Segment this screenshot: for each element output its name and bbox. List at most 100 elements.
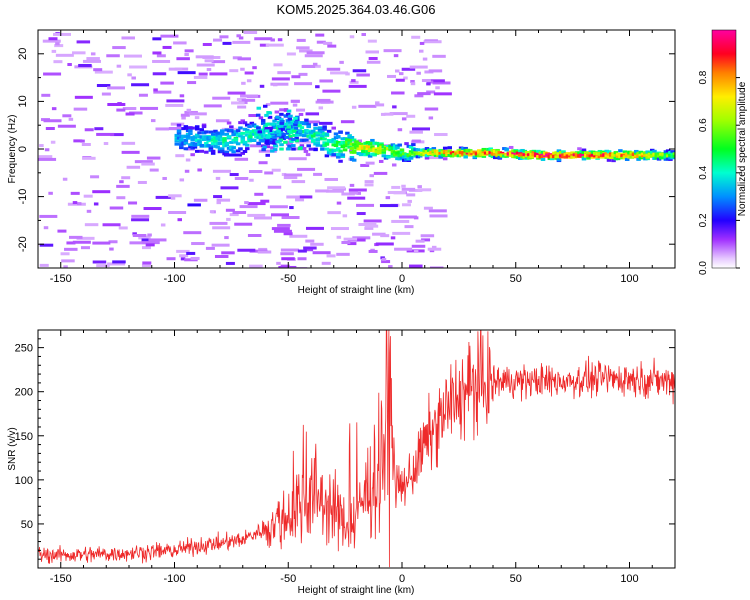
noise-cell — [165, 103, 184, 107]
noise-cell — [258, 247, 268, 251]
noise-cell — [121, 176, 131, 180]
ridge-cell — [415, 148, 421, 152]
ridge-cell — [322, 132, 327, 136]
ridge-cell — [176, 129, 182, 133]
ridge-cell — [283, 122, 288, 126]
ridge-cell — [190, 136, 195, 140]
noise-cell — [64, 247, 78, 251]
noise-cell — [298, 112, 304, 116]
ridge-cell — [395, 151, 400, 155]
ridge-cell — [213, 144, 218, 148]
y-tick-label: 0 — [17, 146, 29, 152]
ridge-cell — [379, 145, 384, 149]
noise-cell — [271, 168, 281, 172]
colorbar-tick-label: 0.6 — [698, 118, 709, 132]
ridge-cell — [415, 155, 421, 159]
ridge-cell — [320, 134, 325, 138]
ridge-cell — [629, 151, 634, 155]
x-tick-label: 0 — [399, 573, 405, 585]
noise-cell — [415, 239, 425, 243]
ridge-cell — [354, 146, 359, 150]
ridge-cell — [260, 119, 266, 123]
ridge-cell — [399, 148, 405, 152]
ridge-cell — [502, 147, 507, 151]
ridge-cell — [502, 153, 507, 157]
ridge-cell — [270, 122, 276, 126]
noise-cell — [94, 70, 113, 74]
ridge-cell — [668, 156, 673, 160]
ridge-cell — [226, 135, 232, 139]
ridge-cell — [654, 154, 660, 158]
ridge-cell — [217, 147, 223, 151]
ridge-cell — [656, 157, 662, 161]
ridge-cell — [613, 157, 619, 161]
ridge-cell — [672, 154, 675, 158]
ridge-cell — [595, 155, 600, 159]
ridge-cell — [493, 152, 498, 156]
ridge-cell — [279, 147, 284, 151]
ridge-cell — [420, 151, 425, 155]
ridge-cell — [179, 142, 184, 146]
noise-cell — [365, 50, 380, 54]
ridge-cell — [288, 141, 293, 145]
noise-cell — [123, 54, 142, 58]
noise-cell — [306, 120, 320, 124]
ridge-cell — [340, 140, 346, 144]
ridge-cell — [183, 138, 189, 142]
noise-cell — [212, 169, 231, 173]
ridge-cell — [181, 134, 186, 138]
noise-cell — [401, 203, 411, 207]
ridge-cell — [486, 147, 491, 151]
ridge-cell — [190, 138, 195, 142]
noise-cell — [258, 161, 268, 165]
ridge-cell — [554, 151, 559, 155]
ridge-cell — [363, 146, 368, 150]
noise-cell — [258, 149, 277, 153]
noise-cell — [421, 79, 431, 83]
ridge-cell — [273, 144, 279, 148]
ridge-cell — [331, 143, 336, 147]
ridge-cell — [194, 138, 200, 142]
noise-cell — [325, 189, 344, 193]
ridge-cell — [440, 153, 446, 157]
ridge-cell — [190, 126, 195, 130]
ridge-cell — [358, 144, 364, 148]
ridge-cell — [224, 141, 230, 145]
ridge-cell — [258, 132, 264, 136]
noise-cell — [57, 229, 67, 233]
ridge-cell — [454, 152, 459, 156]
noise-cell — [372, 232, 386, 236]
ridge-cell — [265, 137, 270, 141]
noise-cell — [375, 103, 385, 107]
ridge-cell — [258, 116, 264, 120]
ridge-cell — [315, 143, 321, 147]
ridge-cell — [347, 145, 352, 149]
ridge-cell — [442, 146, 448, 150]
ridge-cell — [245, 128, 250, 132]
noise-cell — [387, 74, 397, 78]
ridge-cell — [365, 144, 371, 148]
ridge-cell — [372, 141, 377, 145]
ridge-cell — [417, 151, 423, 155]
noise-cell — [315, 33, 325, 37]
ridge-cell — [262, 145, 267, 149]
ridge-cell — [258, 135, 264, 139]
ridge-cell — [272, 141, 277, 145]
ridge-cell — [363, 141, 368, 145]
ridge-cell — [333, 132, 339, 136]
ridge-cell — [540, 154, 546, 158]
noise-cell — [78, 63, 92, 67]
ridge-cell — [349, 135, 355, 139]
noise-cell — [305, 112, 320, 116]
noise-cell — [239, 205, 258, 209]
noise-cell — [357, 139, 363, 143]
noise-cell — [367, 39, 377, 43]
ridge-cell — [433, 151, 439, 155]
ridge-cell — [622, 156, 628, 160]
ridge-cell — [383, 154, 389, 158]
ridge-cell — [338, 149, 343, 153]
noise-cell — [340, 120, 355, 124]
ridge-cell — [518, 156, 523, 160]
noise-cell — [409, 130, 423, 134]
ridge-cell — [408, 145, 414, 149]
